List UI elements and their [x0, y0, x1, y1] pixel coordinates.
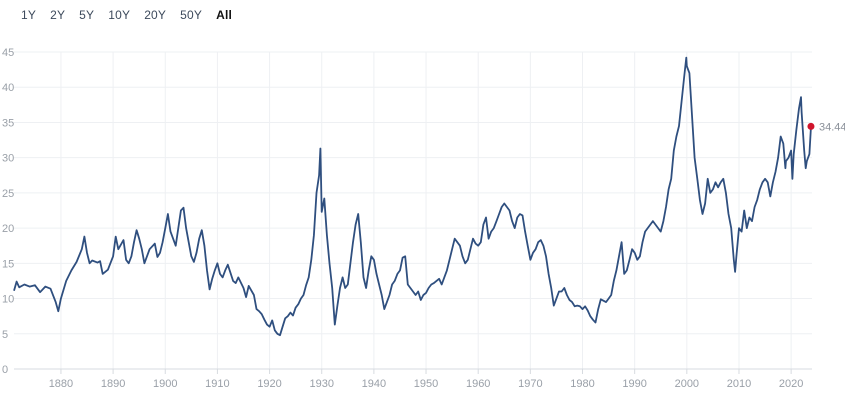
range-selector: 1Y 2Y 5Y 10Y 20Y 50Y All	[14, 6, 239, 24]
range-button-50y[interactable]: 50Y	[180, 8, 203, 22]
range-button-all[interactable]: All	[216, 8, 233, 22]
x-tick-label: 1940	[362, 378, 386, 390]
x-tick-label: 1930	[309, 378, 333, 390]
last-value-marker	[807, 122, 815, 130]
x-tick-label: 2000	[675, 378, 699, 390]
range-button-20y[interactable]: 20Y	[144, 8, 167, 22]
y-tick-label: 35	[2, 117, 14, 129]
last-value-label: 34.44	[819, 121, 845, 133]
range-button-1y[interactable]: 1Y	[21, 8, 37, 22]
x-tick-label: 1910	[205, 378, 229, 390]
range-button-2y[interactable]: 2Y	[50, 8, 66, 22]
y-tick-label: 45	[2, 47, 14, 59]
x-tick-label: 1880	[49, 378, 73, 390]
y-tick-label: 20	[2, 223, 14, 235]
x-tick-label: 1900	[153, 378, 177, 390]
y-tick-label: 15	[2, 258, 14, 270]
x-tick-label: 1950	[414, 378, 438, 390]
y-tick-label: 40	[2, 82, 14, 94]
x-tick-label: 2020	[779, 378, 803, 390]
range-button-5y[interactable]: 5Y	[79, 8, 95, 22]
y-tick-label: 30	[2, 153, 14, 165]
y-tick-label: 10	[2, 294, 14, 306]
range-button-10y[interactable]: 10Y	[108, 8, 131, 22]
y-tick-label: 25	[2, 188, 14, 200]
x-tick-label: 1960	[466, 378, 490, 390]
x-tick-label: 1970	[518, 378, 542, 390]
x-tick-label: 1890	[101, 378, 125, 390]
x-tick-label: 1980	[570, 378, 594, 390]
x-tick-label: 2010	[727, 378, 751, 390]
series-line	[13, 56, 812, 337]
x-tick-label: 1990	[622, 378, 646, 390]
y-tick-label: 0	[2, 364, 8, 376]
x-tick-label: 1920	[257, 378, 281, 390]
y-tick-label: 5	[2, 329, 8, 341]
